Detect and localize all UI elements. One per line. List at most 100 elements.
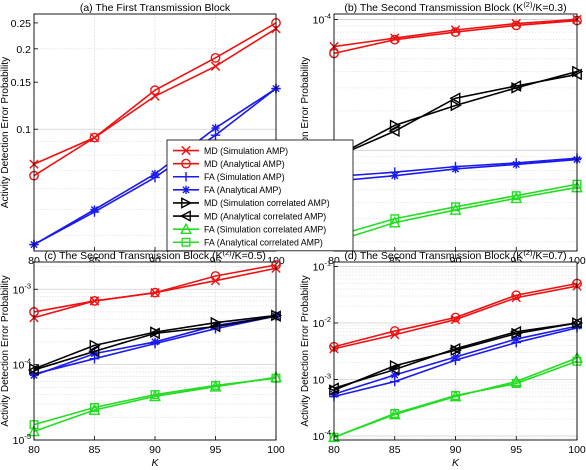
legend-entry: MD (Simulation AMP) [173, 146, 288, 156]
y-axis-label: Activity Detection Error Probability [300, 57, 311, 208]
y-tick-label: 10-4 [13, 357, 31, 372]
y-tick-label: 0.15 [11, 77, 32, 89]
data-point [89, 132, 100, 143]
data-point [510, 80, 522, 92]
data-point [389, 34, 400, 45]
data-point [150, 326, 162, 338]
x-axis-label: K [151, 457, 159, 469]
data-point [388, 125, 400, 138]
data-point [148, 327, 160, 340]
legend-marker [181, 197, 193, 209]
data-point [389, 359, 401, 372]
series-line [333, 282, 578, 348]
legend-marker [179, 210, 191, 222]
data-point [512, 160, 521, 169]
y-tick-label: 0.1 [16, 124, 31, 136]
legend-box [166, 139, 354, 252]
legend-marker [181, 237, 191, 247]
data-point [389, 119, 401, 132]
legend-label: FA (Simulation correlated AMP) [204, 224, 326, 234]
data-point [511, 290, 522, 301]
panel-title: (a) The First Transmission Block [80, 2, 231, 14]
x-tick-label: 85 [89, 444, 101, 456]
legend-label: FA (Simulation AMP) [204, 172, 285, 182]
legend-label: MD (Simulation correlated AMP) [204, 198, 330, 208]
legend-entry: FA (Analytical AMP) [173, 185, 281, 195]
data-point [150, 337, 160, 347]
data-point [210, 271, 221, 281]
series-md-analytical-amp [329, 15, 582, 59]
data-point [150, 390, 160, 400]
x-tick-label: 95 [510, 444, 522, 456]
data-point [450, 27, 461, 37]
y-tick-label: 10-4 [313, 428, 331, 443]
series-line [333, 73, 578, 159]
series-md-analytical-amp [29, 260, 281, 317]
legend-entry: MD (Simulation correlated AMP) [173, 197, 330, 209]
panel-title: (c) The Second Transmission Block (K(2)/… [44, 248, 266, 262]
series-line [333, 19, 578, 55]
data-point [150, 287, 160, 298]
data-point [451, 164, 460, 174]
panel-c: 10-5 10-4 10-3 80 85 90 95 100 K Activity Detecti… [0, 248, 285, 469]
data-point [89, 339, 101, 352]
legend-marker [181, 145, 191, 156]
data-point [88, 345, 100, 358]
y-axis-label: Activity Detection Error Probability [0, 275, 11, 426]
data-point [451, 391, 461, 401]
legend: MD (Simulation AMP) MD (Analytical AMP) FA… [166, 139, 354, 252]
data-point [390, 171, 399, 180]
data-point [210, 52, 221, 63]
data-point [210, 380, 220, 390]
series-line [33, 264, 277, 313]
series-line [33, 22, 277, 177]
legend-entry: MD (Analytical correlated AMP) [173, 210, 326, 222]
data-point [390, 370, 399, 380]
y-tick-label: 10-3 [13, 281, 31, 296]
legend-marker [181, 171, 191, 182]
legend-label: FA (Analytical correlated AMP) [204, 237, 323, 247]
y-tick-label: 0.25 [11, 18, 32, 30]
legend-entry: FA (Simulation AMP) [173, 172, 285, 182]
x-tick-label: 80 [28, 444, 40, 456]
series-line [33, 314, 277, 370]
series-line [33, 315, 277, 371]
series-line [333, 322, 578, 391]
data-point [450, 99, 462, 112]
x-tick-label: 95 [210, 444, 222, 456]
data-point [510, 325, 522, 338]
data-point [450, 312, 461, 323]
series-line [33, 377, 277, 426]
x-tick-label: 90 [149, 255, 161, 267]
data-point [510, 375, 523, 387]
series-line [333, 360, 578, 439]
data-point [150, 85, 160, 96]
x-tick-label: 100 [267, 444, 285, 456]
x-tick-label: 90 [450, 444, 462, 456]
x-tick-label: 95 [210, 255, 222, 267]
y-tick-label: 0.2 [16, 44, 31, 56]
data-point [449, 92, 461, 105]
data-point [88, 403, 101, 415]
x-tick-label: 80 [328, 444, 340, 456]
legend-marker [180, 222, 192, 235]
data-point [210, 61, 221, 72]
x-tick-label: 85 [389, 255, 401, 267]
y-tick-label: 10-1 [313, 258, 331, 273]
x-tick-label: 100 [568, 444, 586, 456]
legend-label: FA (Analytical AMP) [204, 185, 281, 195]
data-point [451, 352, 460, 362]
data-point [150, 169, 160, 179]
y-axis-label: Activity Detection Error Probability [0, 57, 11, 208]
x-tick-label: 80 [328, 255, 340, 267]
data-point [388, 363, 400, 376]
x-axis-label: K [452, 457, 460, 469]
data-point [390, 214, 400, 224]
x-tick-label: 90 [450, 255, 462, 267]
legend-label: MD (Analytical correlated AMP) [204, 211, 326, 221]
legend-entry: MD (Analytical AMP) [173, 158, 285, 169]
legend-marker [181, 158, 191, 169]
x-tick-label: 95 [510, 255, 522, 267]
data-point [449, 203, 462, 215]
